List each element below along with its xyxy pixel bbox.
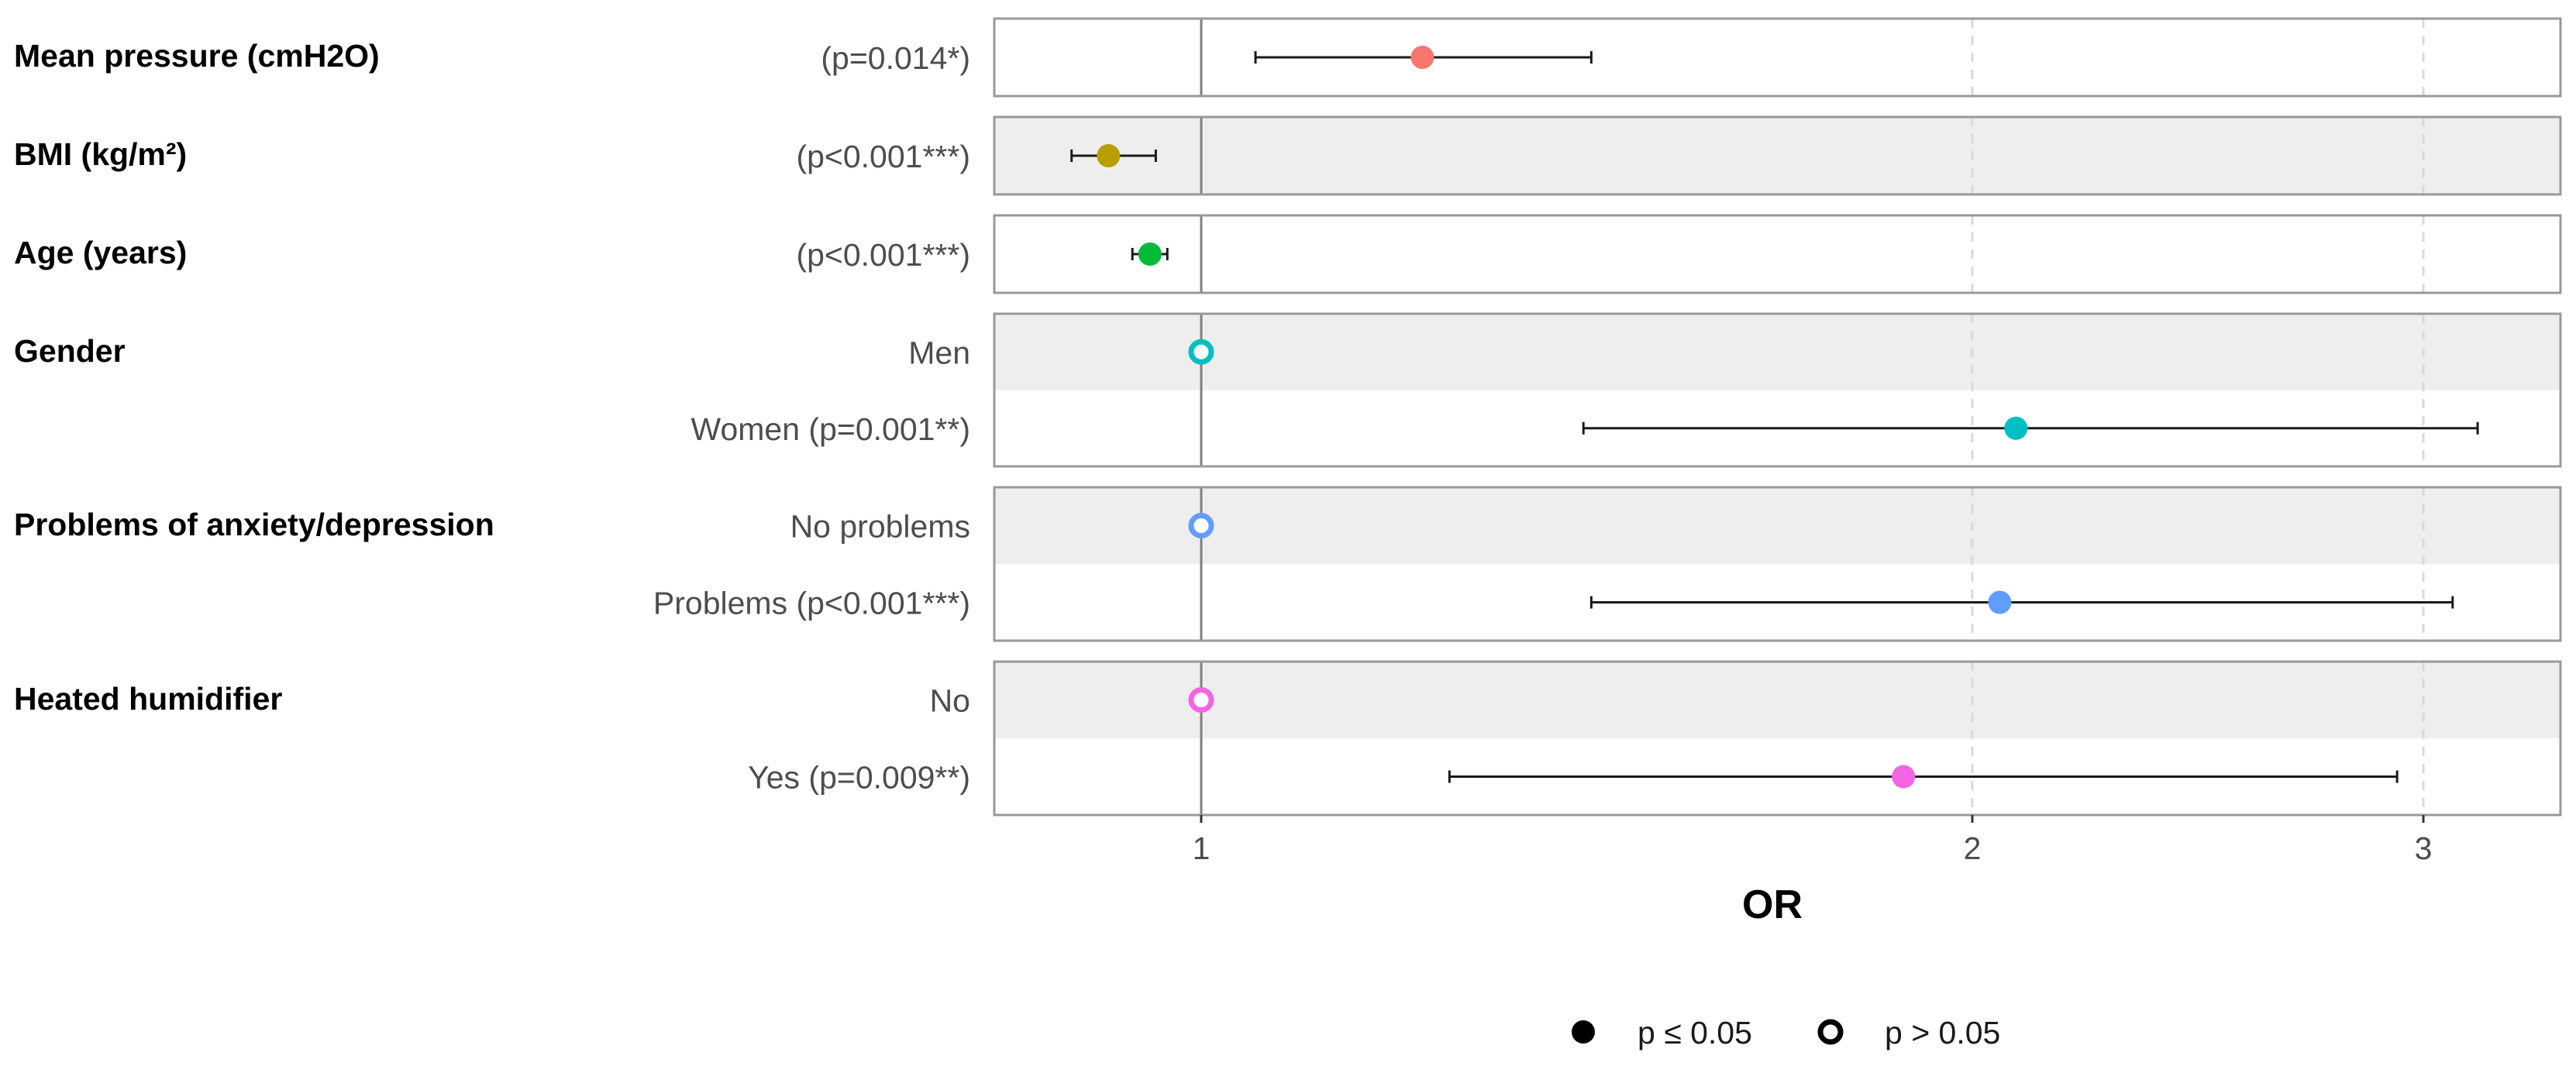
point-gender-1: [2004, 416, 2028, 440]
panel-border-age-years: [993, 214, 2562, 294]
legend: p ≤ 0.05 p > 0.05: [1572, 1015, 2000, 1051]
legend-symbol-hollow: [1817, 1019, 1844, 1045]
variable-label-problems-of-anxiety-depression: Problems of anxiety/depression: [14, 507, 494, 542]
panel-border-bmi-kg-m: [993, 115, 2562, 196]
panel-border-problems-of-anxiety-depression: [993, 486, 2562, 642]
level-label-mean-pressure-cmh2o-0: (p=0.014*): [821, 40, 970, 76]
variable-label-heated-humidifier: Heated humidifier: [14, 681, 282, 717]
x-tick-label-2: 2: [1964, 830, 1982, 866]
variable-label-bmi-kg-m: BMI (kg/m²): [14, 136, 187, 172]
legend-symbol-filled: [1572, 1020, 1595, 1044]
panel-row-bg-problems-of-anxiety-depression-0: [994, 487, 2561, 564]
point-heated-humidifier-0: [1188, 687, 1214, 713]
labels-layer: Mean pressure (cmH2O) (p=0.014*) BMI (kg/m…: [14, 38, 970, 796]
point-age-years-0: [1138, 242, 1162, 266]
x-axis: OR 1 2 3: [1193, 815, 2433, 927]
panel-row-bg-bmi-kg-m-0: [994, 117, 2561, 194]
level-label-problems-of-anxiety-depression-0: No problems: [790, 509, 970, 545]
point-heated-humidifier-1: [1892, 765, 1916, 789]
level-label-bmi-kg-m-0: (p<0.001***): [796, 139, 970, 174]
point-problems-of-anxiety-depression-1: [1988, 590, 2012, 614]
level-label-gender-0: Men: [908, 335, 970, 370]
x-tick-label-1: 1: [1193, 830, 1211, 866]
variable-label-age-years: Age (years): [14, 235, 187, 270]
level-label-heated-humidifier-0: No: [930, 683, 970, 719]
point-problems-of-anxiety-depression-0: [1188, 513, 1214, 538]
point-gender-0: [1188, 339, 1214, 365]
panels-layer: [993, 17, 2562, 817]
x-axis-title: OR: [1742, 882, 1803, 927]
legend-label-0: p ≤ 0.05: [1638, 1015, 1752, 1051]
panel-row-bg-gender-0: [994, 314, 2561, 390]
level-label-age-years-0: (p<0.001***): [796, 237, 970, 273]
panel-row-bg-heated-humidifier-0: [994, 662, 2561, 738]
point-bmi-kg-m-0: [1097, 144, 1121, 167]
panel-border-mean-pressure-cmh2o: [993, 17, 2562, 98]
point-mean-pressure-cmh2o-0: [1410, 46, 1434, 69]
panel-row-bg-mean-pressure-cmh2o-0: [994, 19, 2561, 96]
variable-label-mean-pressure-cmh2o: Mean pressure (cmH2O): [14, 38, 380, 74]
variable-label-gender: Gender: [14, 333, 126, 369]
x-tick-label-3: 3: [2415, 830, 2433, 866]
level-label-gender-1: Women (p=0.001**): [691, 411, 970, 447]
panel-border-gender: [993, 312, 2562, 468]
panel-row-bg-age-years-0: [994, 215, 2561, 293]
level-label-problems-of-anxiety-depression-1: Problems (p<0.001***): [653, 586, 970, 621]
panel-border-heated-humidifier: [993, 660, 2562, 817]
legend-label-1: p > 0.05: [1885, 1015, 2000, 1051]
level-label-heated-humidifier-1: Yes (p=0.009**): [748, 760, 970, 796]
